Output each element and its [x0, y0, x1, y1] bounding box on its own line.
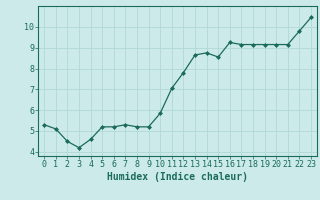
- X-axis label: Humidex (Indice chaleur): Humidex (Indice chaleur): [107, 172, 248, 182]
